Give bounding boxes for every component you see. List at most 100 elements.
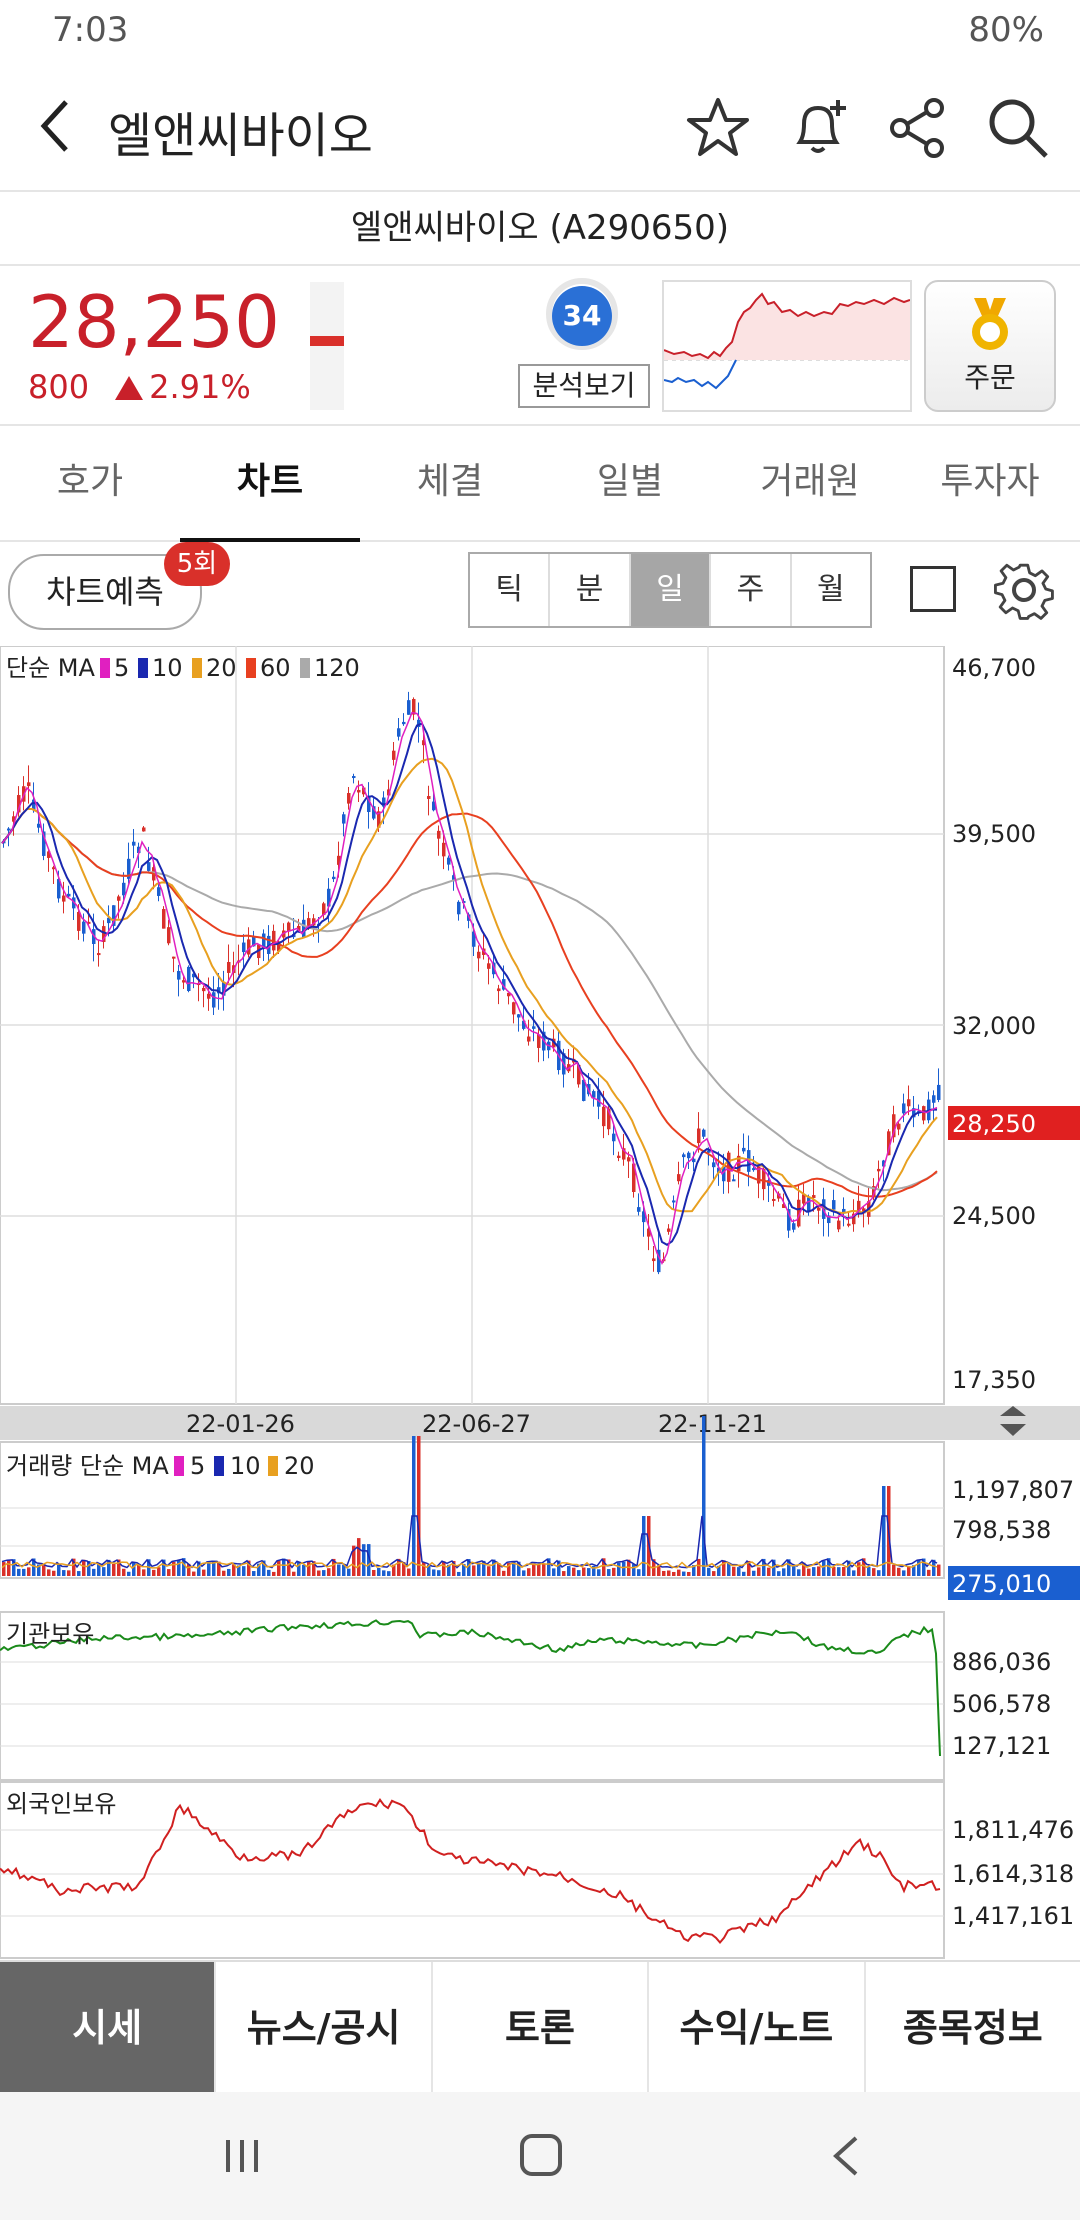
mini-chart[interactable] [662, 280, 912, 412]
tab-orderbook[interactable]: 호가 [56, 461, 124, 502]
period-minute[interactable]: 분 [550, 554, 631, 626]
candle-body [892, 1114, 896, 1138]
tab-brokers[interactable]: 거래원 [760, 461, 860, 502]
candle-body [147, 862, 151, 871]
candle-body [762, 1169, 766, 1190]
nav-quote[interactable]: 시세 [0, 1962, 217, 2094]
nav-news[interactable]: 뉴스/공시 [216, 1962, 433, 2094]
candle-body [117, 896, 121, 901]
volume-axis-tick: 798,538 [952, 1516, 1051, 1544]
candle-body [607, 1108, 611, 1130]
candle-body [312, 918, 316, 926]
current-volume-marker [948, 1566, 1080, 1600]
candle-body [32, 799, 36, 810]
volume-bar [112, 1563, 116, 1576]
volume-bar [37, 1564, 41, 1576]
candle-body [97, 953, 101, 956]
chevron-left-icon[interactable] [36, 96, 76, 166]
period-week[interactable]: 주 [711, 554, 792, 626]
stock-chart[interactable]: 단순 MA 5 10 20 60 120 46,700 39,500 32,00… [0, 646, 1080, 1960]
volume-bar [372, 1569, 376, 1576]
candle-body [332, 876, 336, 880]
volume-bar [182, 1558, 186, 1576]
candle-body [697, 1128, 701, 1144]
candle-body [302, 919, 306, 938]
period-day[interactable]: 일 [630, 554, 712, 626]
order-button[interactable]: 주문 [924, 280, 1056, 412]
candle-body [807, 1197, 811, 1213]
volume-bar [567, 1566, 571, 1576]
volume-ma-legend-20: 20 [284, 1452, 315, 1480]
volume-bar [667, 1570, 671, 1576]
nav-discussion[interactable]: 토론 [433, 1962, 650, 2094]
candle-body [577, 1064, 581, 1085]
candle-body [17, 795, 21, 813]
price-axis-tick: 24,500 [952, 1202, 1036, 1230]
volume-bar [682, 1571, 686, 1576]
candle-body [347, 793, 351, 804]
volume-bar [757, 1567, 761, 1576]
candle-body [612, 1133, 616, 1142]
volume-bar [457, 1571, 461, 1576]
candle-body [792, 1223, 796, 1230]
analysis-button[interactable]: 분석보기 [518, 364, 650, 408]
institution-axis-tick: 506,578 [952, 1690, 1051, 1718]
volume-bar [602, 1558, 606, 1576]
volume-bar [177, 1560, 181, 1576]
candle-body [212, 992, 216, 1008]
volume-bar [867, 1566, 871, 1576]
volume-bar [252, 1571, 256, 1576]
candle-body [622, 1148, 626, 1160]
search-icon[interactable] [984, 94, 1052, 162]
candle-body [192, 973, 196, 978]
candle-body [242, 942, 246, 953]
tab-chart[interactable]: 차트 [180, 426, 360, 542]
candle-body [647, 1228, 651, 1237]
period-month[interactable]: 월 [817, 572, 845, 607]
nav-stock-info[interactable]: 종목정보 [902, 2006, 1043, 2050]
fullscreen-square-icon[interactable] [910, 566, 956, 612]
volume-bar [277, 1560, 281, 1576]
ma-legend-10: 10 [152, 654, 183, 682]
volume-bar [607, 1569, 611, 1576]
candle-body [352, 776, 356, 779]
candle-body [487, 963, 491, 969]
panel-resize-icon[interactable] [1000, 1406, 1026, 1436]
candle-body [367, 795, 371, 813]
candle-body [597, 1090, 601, 1107]
volume-bar [232, 1564, 236, 1576]
volume-bar [12, 1559, 16, 1576]
volume-bar [27, 1567, 31, 1576]
candle-body [422, 740, 426, 746]
share-icon[interactable] [884, 94, 952, 162]
nav-profit-note[interactable]: 수익/노트 [649, 1962, 866, 2094]
candle-body [782, 1204, 786, 1208]
volume-bar [92, 1568, 96, 1576]
price-axis-tick: 17,350 [952, 1366, 1036, 1394]
volume-bar [902, 1570, 906, 1576]
volume-bar [802, 1562, 806, 1576]
period-tick[interactable]: 틱 [470, 554, 551, 626]
volume-bar [502, 1570, 506, 1576]
back-icon[interactable] [828, 2134, 864, 2178]
star-icon[interactable] [684, 94, 752, 162]
volume-bar [357, 1538, 361, 1576]
volume-bar [7, 1559, 11, 1576]
volume-bar [52, 1570, 56, 1576]
bell-plus-icon[interactable] [784, 94, 852, 162]
volume-bar [882, 1486, 886, 1576]
volume-bar [332, 1558, 336, 1576]
volume-bar [267, 1569, 271, 1576]
candle-body [812, 1195, 816, 1198]
recent-apps-icon[interactable] [220, 2134, 264, 2178]
candle-body [442, 842, 446, 857]
tab-investors[interactable]: 투자자 [940, 461, 1040, 502]
tab-trades[interactable]: 체결 [416, 461, 484, 502]
candle-body [187, 966, 191, 992]
analysis-score[interactable]: 34 [552, 286, 612, 346]
tab-daily[interactable]: 일별 [596, 461, 664, 502]
candle-body [887, 1131, 891, 1156]
volume-bar [142, 1569, 146, 1576]
home-icon[interactable] [518, 2132, 564, 2178]
gear-icon[interactable] [994, 560, 1054, 620]
